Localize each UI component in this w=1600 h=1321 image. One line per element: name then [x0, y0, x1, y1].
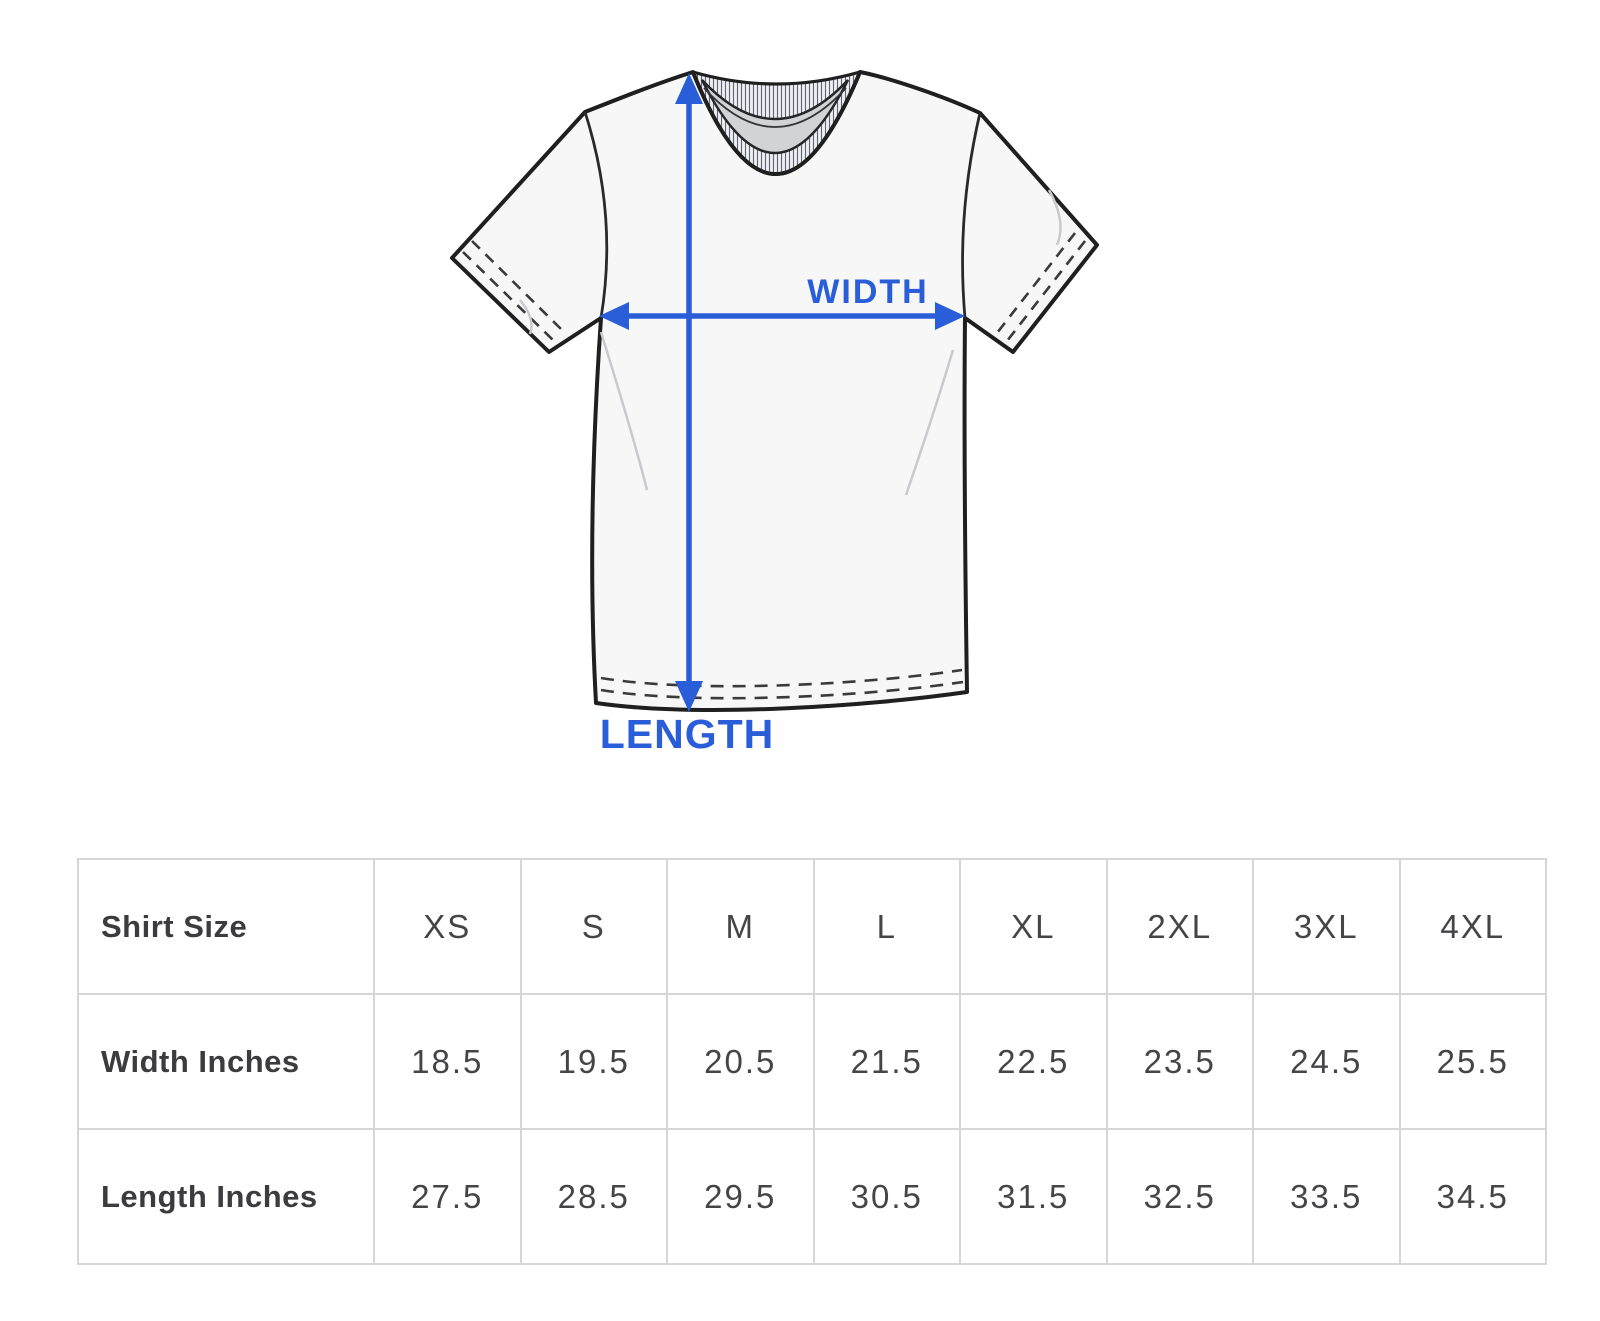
width-measure-annotation: WIDTH — [599, 273, 965, 330]
width-value-cell: 23.5 — [1105, 993, 1254, 1130]
collar-backneck-seam — [703, 87, 847, 128]
tshirt-outline-drawing — [450, 70, 1099, 712]
collar-inner-area — [700, 79, 850, 154]
width-value-cell: 22.5 — [959, 993, 1108, 1130]
left-sleeve-seam — [583, 111, 609, 319]
tshirt-diagram-svg: WIDTH LENGTH — [450, 70, 1099, 757]
collar-front-edge — [691, 71, 862, 176]
row-header-width-inches: Width Inches — [77, 993, 375, 1130]
width-arrowhead-right — [935, 302, 965, 330]
length-value-cell: 32.5 — [1105, 1128, 1254, 1265]
length-value-cell: 28.5 — [519, 1128, 668, 1265]
length-label: LENGTH — [600, 711, 775, 757]
length-value-cell: 34.5 — [1398, 1128, 1547, 1265]
table-row-shirt-size: Shirt Size XS S M L XL 2XL 3XL 4XL — [77, 858, 1547, 995]
collar-top-edge — [692, 70, 861, 86]
length-arrowhead-top — [675, 73, 703, 104]
width-value-cell: 19.5 — [519, 993, 668, 1130]
row-header-length-inches: Length Inches — [77, 1128, 375, 1265]
length-value-cell: 33.5 — [1252, 1128, 1401, 1265]
length-arrowhead-bottom — [675, 681, 703, 712]
width-value-cell: 24.5 — [1252, 993, 1401, 1130]
width-value-cell: 25.5 — [1398, 993, 1547, 1130]
length-value-cell: 27.5 — [373, 1128, 522, 1265]
width-label: WIDTH — [807, 273, 928, 311]
size-col-header: 4XL — [1398, 858, 1547, 995]
table-row-width-inches: Width Inches 18.5 19.5 20.5 21.5 22.5 23… — [77, 993, 1547, 1130]
right-sleeve-seam — [961, 112, 982, 319]
size-col-header: 2XL — [1105, 858, 1254, 995]
width-arrowhead-left — [599, 302, 629, 330]
length-value-cell: 29.5 — [666, 1128, 815, 1265]
size-col-header: XS — [373, 858, 522, 995]
width-value-cell: 18.5 — [373, 993, 522, 1130]
row-header-shirt-size: Shirt Size — [77, 858, 375, 995]
size-col-header: 3XL — [1252, 858, 1401, 995]
table-row-length-inches: Length Inches 27.5 28.5 29.5 30.5 31.5 3… — [77, 1128, 1547, 1265]
length-measure-annotation: LENGTH — [600, 73, 775, 757]
size-col-header: XL — [959, 858, 1108, 995]
hem-stitching — [600, 668, 964, 700]
size-col-header: S — [519, 858, 668, 995]
width-value-cell: 21.5 — [812, 993, 961, 1130]
tshirt-measurement-diagram: WIDTH LENGTH — [450, 70, 1099, 757]
size-col-header: L — [812, 858, 961, 995]
size-col-header: M — [666, 858, 815, 995]
cuff-stitching — [462, 232, 1087, 342]
width-value-cell: 20.5 — [666, 993, 815, 1130]
size-table: Shirt Size XS S M L XL 2XL 3XL 4XL Width… — [77, 858, 1547, 1265]
length-value-cell: 30.5 — [812, 1128, 961, 1265]
fabric-wrinkles — [519, 189, 1062, 496]
length-value-cell: 31.5 — [959, 1128, 1108, 1265]
